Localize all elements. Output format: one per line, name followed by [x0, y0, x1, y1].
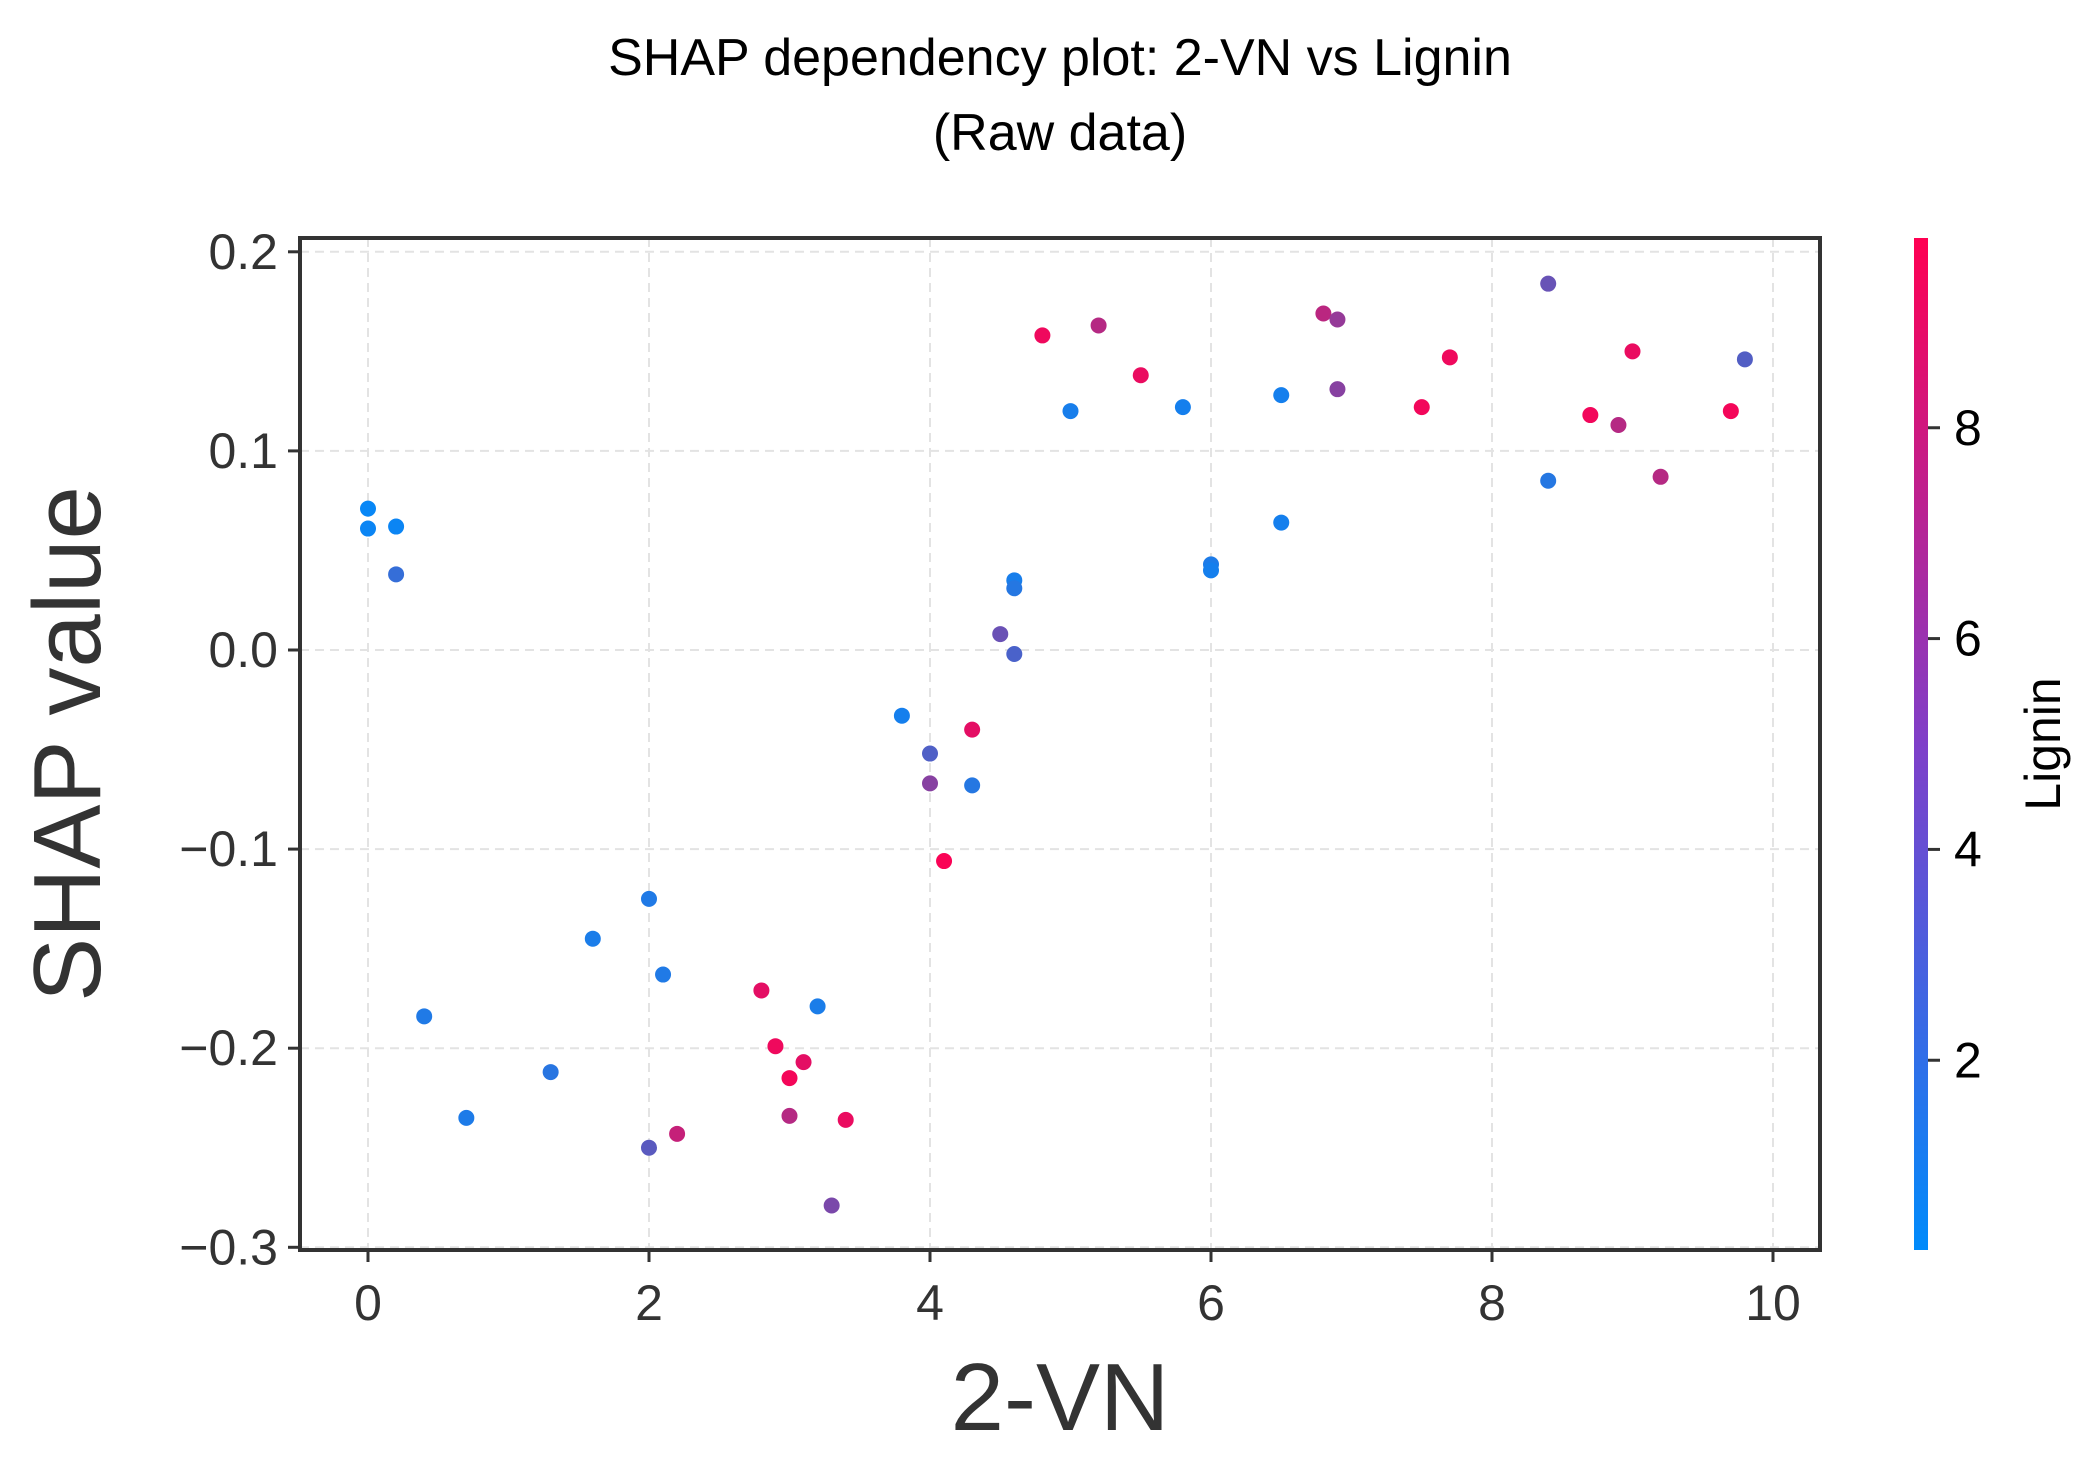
plot-frame	[298, 236, 1822, 1252]
y-axis-ticks: −0.3 −0.2 −0.1 0.0 0.1 0.2	[179, 224, 300, 1275]
colorbar-ticks: 2 4 6 8	[1928, 400, 1982, 1088]
scatter-point	[753, 982, 770, 999]
y-tick-label: 0.1	[208, 423, 278, 479]
scatter-point	[795, 1054, 812, 1071]
scatter-point	[458, 1109, 475, 1126]
colorbar	[1914, 238, 1928, 1250]
scatter-point	[922, 775, 938, 792]
scatter-point	[964, 721, 981, 738]
x-tick-label: 10	[1745, 1275, 1801, 1331]
scatter-point	[669, 1125, 686, 1142]
scatter-point	[1540, 275, 1557, 292]
scatter-point	[641, 1139, 657, 1156]
x-tick-label: 6	[1197, 1275, 1225, 1331]
y-tick-label: −0.3	[179, 1219, 278, 1275]
scatter-point	[1610, 417, 1627, 434]
scatter-point	[823, 1197, 840, 1214]
colorbar-tick-label: 8	[1954, 400, 1982, 456]
scatter-point	[809, 998, 826, 1015]
scatter-point	[1652, 468, 1669, 485]
scatter-points	[360, 275, 1753, 1214]
scatter-point	[542, 1064, 559, 1081]
scatter-point	[767, 1038, 784, 1055]
x-tick-label: 0	[354, 1275, 382, 1331]
scatter-point	[1722, 403, 1739, 420]
scatter-point	[1090, 317, 1107, 334]
scatter-point	[837, 1111, 854, 1128]
scatter-point	[893, 707, 910, 724]
y-tick-label: −0.2	[179, 1020, 278, 1076]
scatter-point	[1624, 343, 1641, 360]
scatter-point	[964, 777, 981, 794]
scatter-point	[992, 626, 1009, 643]
colorbar-tick-label: 6	[1954, 611, 1982, 667]
chart-subtitle: (Raw data)	[933, 104, 1187, 162]
scatter-point	[922, 745, 938, 762]
scatter-point	[1736, 351, 1753, 368]
x-tick-label: 2	[635, 1275, 663, 1331]
scatter-point	[781, 1070, 798, 1087]
x-axis-label: 2-VN	[951, 1344, 1170, 1451]
y-axis-label: SHAP value	[14, 486, 121, 1002]
scatter-point	[1174, 399, 1191, 416]
scatter-point	[416, 1008, 433, 1025]
scatter-point	[1540, 472, 1557, 489]
scatter-point	[655, 966, 672, 983]
scatter-point	[1582, 407, 1599, 424]
scatter-point	[1329, 311, 1346, 328]
colorbar-label: Lignin	[2015, 677, 2071, 810]
scatter-point	[641, 890, 657, 907]
scatter-point	[1441, 349, 1458, 366]
scatter-point	[1315, 305, 1332, 322]
y-tick-label: 0.0	[208, 622, 278, 678]
scatter-point	[1006, 580, 1023, 597]
x-tick-label: 8	[1478, 1275, 1506, 1331]
scatter-point	[1203, 562, 1219, 579]
scatter-point	[1034, 327, 1051, 344]
y-tick-label: −0.1	[179, 821, 278, 877]
x-tick-label: 4	[916, 1275, 944, 1331]
scatter-point	[1062, 403, 1079, 420]
scatter-point	[781, 1107, 798, 1124]
scatter-point	[1006, 645, 1023, 662]
grid-lines	[300, 238, 1820, 1250]
x-axis-ticks: 0 2 4 6 8 10	[354, 1250, 1801, 1331]
chart-title: SHAP dependency plot: 2-VN vs Lignin	[608, 29, 1512, 87]
scatter-point	[1132, 367, 1149, 384]
scatter-point	[360, 520, 376, 537]
scatter-point	[360, 500, 376, 517]
y-tick-label: 0.2	[208, 224, 278, 280]
colorbar-tick-label: 4	[1954, 821, 1982, 877]
scatter-point	[388, 566, 405, 583]
scatter-point	[1273, 387, 1290, 404]
scatter-point	[1273, 514, 1290, 531]
scatter-point	[936, 853, 953, 870]
scatter-point	[388, 518, 405, 535]
colorbar-tick-label: 2	[1954, 1032, 1982, 1088]
scatter-point	[1413, 399, 1430, 416]
scatter-point	[1329, 381, 1346, 398]
scatter-point	[584, 930, 601, 947]
